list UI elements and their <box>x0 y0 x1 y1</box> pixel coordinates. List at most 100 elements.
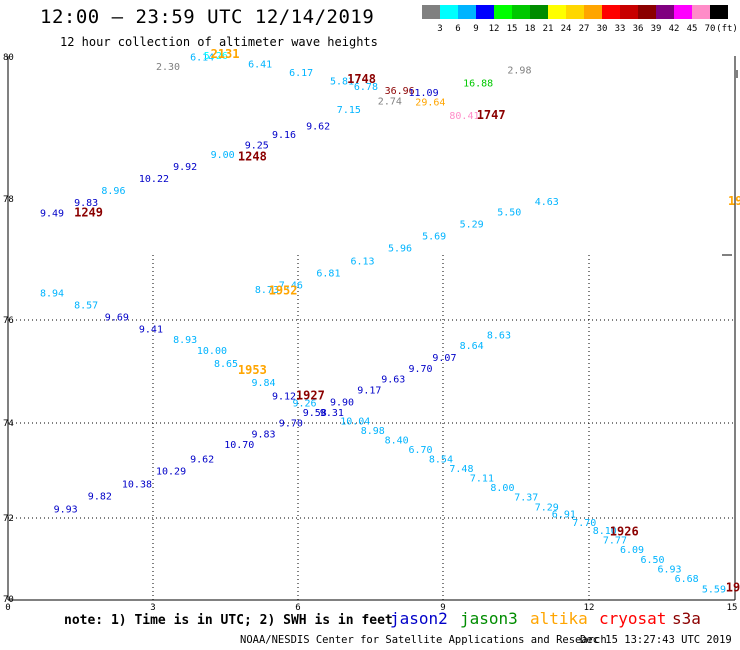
legend-jason3: jason3 <box>460 609 518 628</box>
legend-swatch-1 <box>422 5 440 19</box>
wave-height-label: 1249 <box>74 206 103 220</box>
wave-height-label: 8.57 <box>74 301 98 312</box>
wave-height-label: 1248 <box>238 150 267 164</box>
wave-height-label: 9.26 <box>293 399 317 410</box>
page-title: 12:00 — 23:59 UTC 12/14/2019 <box>40 6 375 28</box>
wave-height-label: 2.98 <box>507 66 531 77</box>
legend-tick: 15 <box>507 24 518 34</box>
wave-height-label: 10.38 <box>122 480 152 491</box>
wave-height-label: 9.93 <box>54 505 78 516</box>
wave-height-label: 8.00 <box>490 483 514 494</box>
wave-height-label: 7.70 <box>572 518 596 529</box>
legend-swatch-10 <box>584 5 602 19</box>
legend-tick: 24 <box>561 24 572 34</box>
wave-height-label: 6.41 <box>248 60 272 71</box>
legend-jason2: jason2 <box>390 609 448 628</box>
wave-height-label: 9.62 <box>190 455 214 466</box>
wave-height-label: 6.17 <box>289 68 313 79</box>
legend-tick: 6 <box>455 24 460 34</box>
wave-height-label: 16.88 <box>463 79 493 90</box>
legend-tick: 21 <box>543 24 554 34</box>
wave-height-label: 8.63 <box>487 330 511 341</box>
legend-cryosat: cryosat <box>599 609 667 628</box>
wave-height-label: 6.50 <box>641 555 665 566</box>
legend-swatch-14 <box>656 5 674 19</box>
wave-height-label: 6.93 <box>658 564 682 575</box>
wave-height-label: 11.09 <box>409 88 439 99</box>
y-tick-78: 78 <box>3 195 14 205</box>
wave-height-label: 9.41 <box>139 325 163 336</box>
plot-frame <box>7 56 736 601</box>
wave-height-label: 9.82 <box>88 492 112 503</box>
wave-height-label: 1748 <box>347 72 376 86</box>
wave-height-label: 9.25 <box>245 141 269 152</box>
legend-swatch-7 <box>530 5 548 19</box>
legend-tick: 27 <box>579 24 590 34</box>
legend-tick: 18 <box>525 24 536 34</box>
legend-tick: 70 <box>705 24 716 34</box>
legend-s3a: s3a <box>672 609 701 628</box>
y-tick-76: 76 <box>3 316 14 326</box>
wave-height-label: 8.96 <box>101 186 125 197</box>
y-tick-70: 70 <box>3 595 14 605</box>
wave-height-label: 5.59 <box>702 585 726 596</box>
wave-height-label: 2.30 <box>156 62 180 73</box>
legend-altika: altika <box>530 609 588 628</box>
legend-tick: 39 <box>651 24 662 34</box>
wave-height-label: 9.63 <box>381 375 405 386</box>
wave-height-label: 1747 <box>477 108 506 122</box>
x-tick: 9 <box>440 603 445 613</box>
wave-height-label: 2131 <box>211 47 240 61</box>
footer-credit: NOAA/NESDIS Center for Satellite Applica… <box>240 634 607 646</box>
legend-swatch-15 <box>674 5 692 19</box>
page-subtitle: 12 hour collection of altimeter wave hei… <box>60 35 378 49</box>
wave-height-label: 1952 <box>269 283 298 297</box>
wave-height-label: 6.91 <box>552 509 576 520</box>
wave-height-label: 7.77 <box>603 536 627 547</box>
wave-height-label: 19 <box>728 194 740 208</box>
legend-swatch-3 <box>458 5 476 19</box>
wave-height-label: 9.49 <box>40 209 64 220</box>
wave-height-label: 1927 <box>296 388 325 402</box>
wave-height-label: 5.26 <box>204 51 228 62</box>
x-tick: 6 <box>295 603 300 613</box>
legend-swatch-11 <box>602 5 620 19</box>
legend-tick: (ft) <box>716 24 738 34</box>
wave-height-label: 9.62 <box>306 122 330 133</box>
legend-tick: 42 <box>669 24 680 34</box>
wave-height-label: 7.46 <box>279 280 303 291</box>
y-tick-72: 72 <box>3 514 14 524</box>
wave-height-label: 6.13 <box>351 256 375 267</box>
legend-tick: 36 <box>633 24 644 34</box>
y-tick-74: 74 <box>3 419 14 429</box>
x-axis-ticks: 0 3 6 9 12 15 <box>5 603 737 613</box>
wave-height-label: 9.12 <box>272 391 296 402</box>
track-marks <box>722 70 738 256</box>
y-tick-80: 80 <box>3 53 14 63</box>
x-tick: 15 <box>727 603 738 613</box>
wave-height-label: 1953 <box>238 363 267 377</box>
wave-height-label: 80.41 <box>449 111 479 122</box>
wave-height-label: 8.64 <box>460 341 484 352</box>
wave-height-label: 8.10 <box>593 526 617 537</box>
wave-height-label: 9.83 <box>74 198 98 209</box>
wave-height-label: 7.11 <box>470 474 494 485</box>
wave-height-label: 9.00 <box>211 150 235 161</box>
wave-height-label: 8.94 <box>40 289 64 300</box>
wave-height-label: 8.93 <box>173 335 197 346</box>
wave-height-label: 6.70 <box>409 445 433 456</box>
wave-height-label: 10.29 <box>156 467 186 478</box>
wave-height-label: 9.69 <box>105 313 129 324</box>
wave-height-label: 9.70 <box>279 419 303 430</box>
wave-height-label: 7.29 <box>535 502 559 513</box>
wave-height-label: 6.09 <box>620 545 644 556</box>
wave-height-label: 10.04 <box>340 416 370 427</box>
wave-height-label: 36.96 <box>385 86 415 97</box>
legend-swatch-9 <box>566 5 584 19</box>
wave-height-label: 9.58 <box>303 408 327 419</box>
legend-colorbar <box>422 5 728 19</box>
wave-height-label: 5.81 <box>330 76 354 87</box>
wave-height-label: 10.70 <box>224 440 254 451</box>
legend-swatch-6 <box>512 5 530 19</box>
